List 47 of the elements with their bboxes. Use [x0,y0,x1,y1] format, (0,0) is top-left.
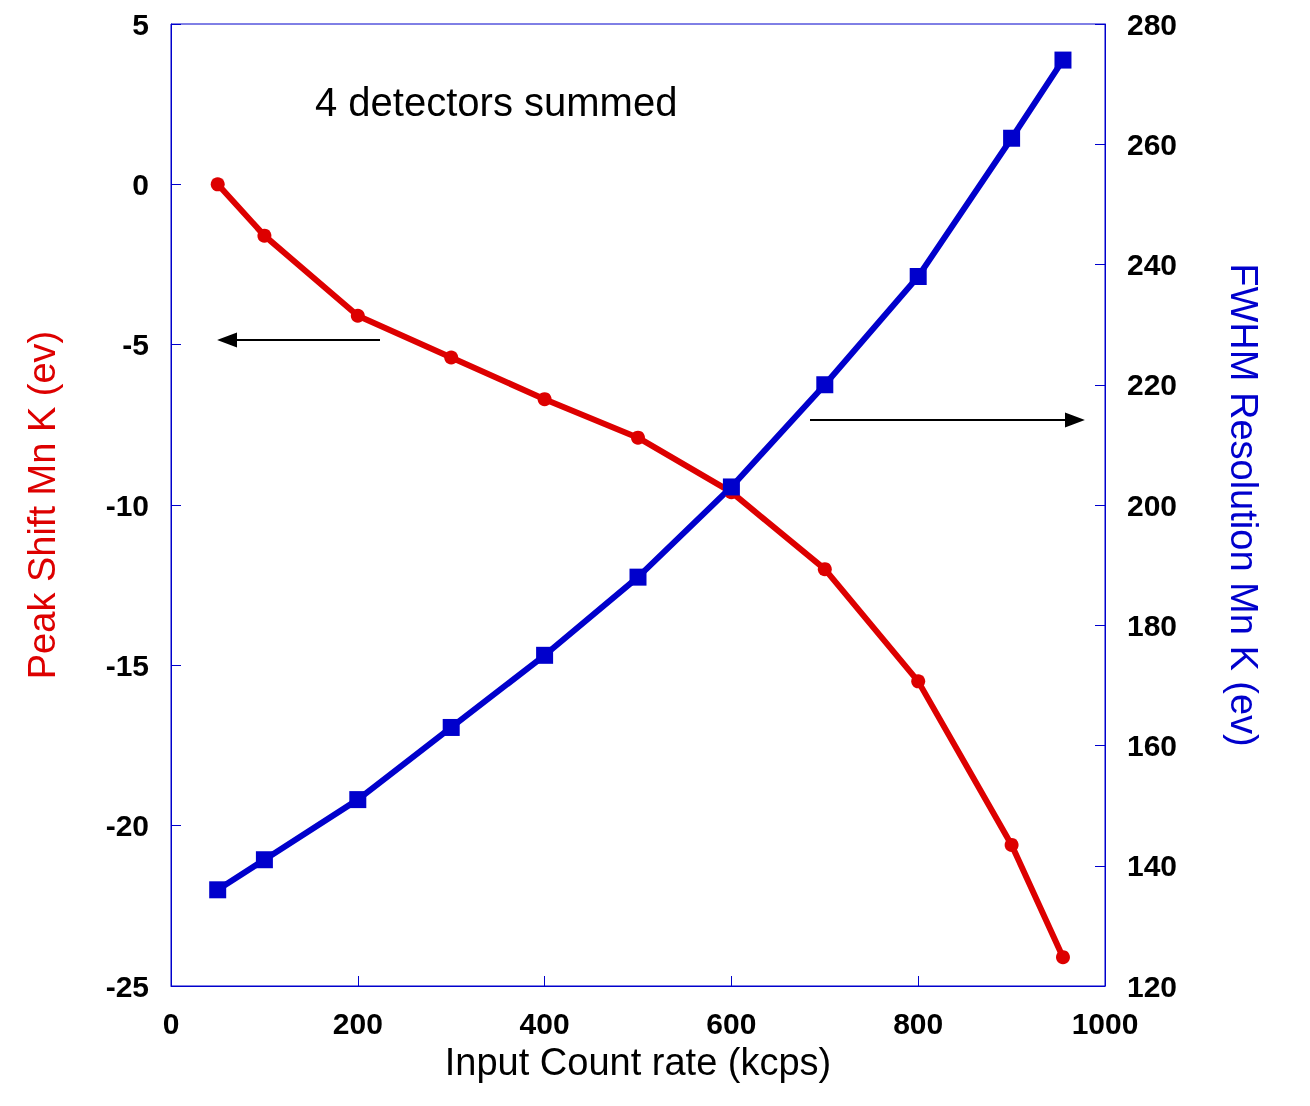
point [209,881,227,899]
point [911,674,926,689]
y2-tick-label: 220 [1127,368,1178,402]
point [442,718,460,736]
x-axis-title: Input Count rate (kcps) [444,1040,832,1083]
point [1054,51,1072,69]
point [629,568,647,586]
point [1003,129,1021,147]
x-tick-label: 200 [332,1006,383,1040]
y-tick-label: -25 [105,969,149,1003]
point [1004,837,1019,852]
point [817,562,832,577]
y-tick-label: -5 [122,328,149,362]
y2-tick-label: 180 [1127,608,1178,642]
y2-tick-label: 200 [1127,488,1178,522]
point [537,392,552,407]
x-tick-label: 800 [893,1006,944,1040]
point [210,177,225,192]
y-tick-label: 0 [132,167,149,201]
point [1055,950,1070,965]
y2-axis-title: FWHM Resolution Mn K (ev) [1223,263,1265,747]
point [444,350,459,365]
y-tick-label: 5 [132,7,149,41]
y-axis-title: Peak Shift Mn K (ev) [21,330,63,680]
y-tick-label: -15 [105,648,149,682]
point [722,478,740,496]
y2-tick-label: 160 [1127,729,1178,762]
y2-tick-label: 280 [1127,7,1178,41]
x-tick-label: 0 [162,1006,180,1040]
point [909,268,927,286]
annotation: 4 detectors summed [315,80,678,124]
point [350,308,365,323]
x-tick-label: 1000 [1071,1006,1139,1040]
y-tick-label: -10 [105,488,149,522]
y2-tick-label: 240 [1127,248,1178,281]
point [349,791,367,809]
point [816,376,834,394]
point [255,851,273,869]
y-tick-label: -20 [105,809,149,843]
y2-tick-label: 120 [1127,969,1178,1003]
point [536,646,554,664]
point [631,430,645,445]
y2-tick-label: 140 [1127,849,1178,883]
x-tick-label: 400 [519,1006,570,1040]
x-tick-label: 600 [706,1006,757,1040]
y2-tick-label: 260 [1127,127,1178,161]
point [257,228,272,243]
